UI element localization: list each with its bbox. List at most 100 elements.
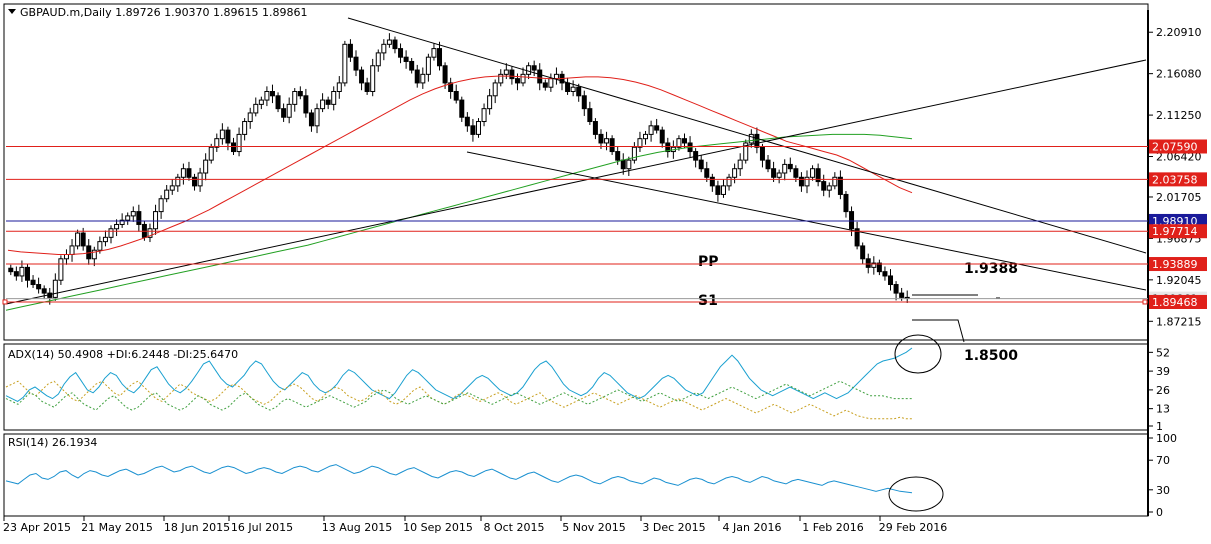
- candle-body: [798, 176, 804, 187]
- annotation-s1: S1: [698, 293, 718, 309]
- candle-body: [609, 138, 615, 153]
- candle-body: [487, 95, 493, 110]
- candle-body: [726, 176, 732, 187]
- adx-tick-label: 52: [1156, 346, 1170, 359]
- price-tick-label: 2.06420: [1156, 151, 1202, 164]
- candle-body: [581, 95, 587, 110]
- candle-body: [286, 103, 292, 118]
- level-label: 1.89468: [1152, 296, 1198, 309]
- candle-body: [520, 73, 526, 84]
- candle-body: [325, 99, 331, 105]
- symbol-dropdown-icon[interactable]: [8, 9, 16, 14]
- adx-series-line: [5, 347, 913, 402]
- candle-body: [464, 116, 470, 127]
- candle-body: [570, 86, 576, 92]
- candle-body: [36, 284, 42, 290]
- candle-body: [531, 65, 537, 71]
- candle-body: [24, 266, 30, 281]
- candle-body: [709, 176, 715, 187]
- adx-tick-label: 39: [1156, 365, 1170, 378]
- candle-body: [893, 284, 899, 294]
- level-label: 2.07590: [1152, 140, 1198, 153]
- candle-body: [403, 56, 409, 62]
- candle-body: [771, 168, 777, 178]
- candle-body: [826, 185, 832, 191]
- candle-body: [91, 249, 97, 260]
- candle-body: [759, 146, 765, 161]
- main-header: GBPAUD.m,Daily 1.89726 1.90370 1.89615 1…: [20, 6, 308, 19]
- rsi-tick-label: 100: [1156, 432, 1177, 445]
- candle-body: [470, 125, 476, 135]
- rsi-tick-label: 70: [1156, 454, 1170, 467]
- candle-body: [292, 91, 298, 105]
- candle-body: [815, 168, 821, 183]
- candle-body: [514, 78, 520, 84]
- candle-body: [810, 168, 816, 178]
- candle-body: [871, 262, 877, 268]
- candle-body: [375, 52, 381, 67]
- candle-body: [748, 133, 754, 144]
- candle-body: [8, 267, 14, 273]
- candle-body: [720, 185, 726, 195]
- candle-body: [108, 228, 114, 238]
- candle-body: [175, 176, 181, 187]
- candle-body: [598, 133, 604, 144]
- candle-body: [620, 159, 626, 170]
- candle-body: [453, 91, 459, 101]
- candle-body: [147, 228, 153, 238]
- adx-series-line: [5, 380, 912, 420]
- candle-body: [698, 159, 704, 170]
- candle-body: [303, 95, 309, 114]
- candle-body: [787, 163, 793, 170]
- candle-body: [565, 82, 571, 92]
- adx-header: ADX(14) 50.4908 +DI:6.2448 -DI:25.6470: [8, 348, 238, 361]
- adx-tick-label: 13: [1156, 403, 1170, 416]
- adx-tick-label: 26: [1156, 384, 1170, 397]
- candle-body: [158, 198, 164, 213]
- candle-body: [236, 133, 242, 153]
- candle-body: [264, 91, 270, 101]
- adx-highlight-circle: [894, 334, 942, 374]
- x-tick-label: 13 Aug 2015: [322, 521, 392, 534]
- candle-body: [737, 159, 743, 170]
- candle-body: [654, 125, 660, 131]
- candle-body: [52, 279, 58, 298]
- level-marker-right: [1142, 299, 1148, 305]
- trendline-upper: [347, 17, 1147, 254]
- candle-body: [849, 211, 855, 230]
- candle-body: [442, 65, 448, 84]
- candle-body: [281, 108, 287, 118]
- axis-labels: 2.209102.160802.112502.064202.017051.968…: [3, 26, 1207, 534]
- candle-body: [242, 121, 248, 135]
- candle-body: [331, 91, 337, 105]
- moving-average-fast: [7, 75, 913, 255]
- level-label-box: [1149, 294, 1207, 309]
- level-label: 2.03758: [1152, 173, 1198, 186]
- candle-body: [553, 73, 559, 80]
- candle-body: [715, 185, 721, 195]
- level-label-box: [1149, 257, 1207, 272]
- candle-body: [314, 108, 320, 127]
- candle-body: [102, 236, 108, 243]
- candle-body: [437, 48, 443, 67]
- candle-body: [275, 95, 281, 110]
- candle-body: [837, 176, 843, 195]
- candle-body: [119, 219, 125, 225]
- candle-body: [475, 121, 481, 135]
- candle-body: [860, 245, 866, 260]
- candle-body: [130, 211, 136, 217]
- candle-body: [676, 138, 682, 148]
- x-tick-label: 16 Jul 2015: [231, 521, 293, 534]
- candle-body: [398, 48, 404, 58]
- candle-body: [765, 159, 771, 170]
- candle-body: [69, 245, 75, 255]
- price-tick-label: 1.92045: [1156, 274, 1202, 287]
- candle-body: [320, 99, 326, 110]
- x-tick-label: 8 Oct 2015: [483, 521, 544, 534]
- candle-body: [370, 65, 376, 93]
- candle-body: [336, 82, 342, 92]
- candle-body: [704, 168, 710, 178]
- candle-body: [854, 228, 860, 247]
